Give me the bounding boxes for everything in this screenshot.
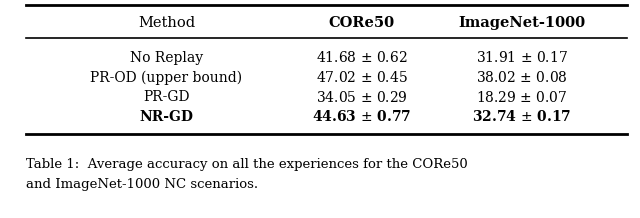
Text: PR-OD (upper bound): PR-OD (upper bound): [90, 70, 243, 85]
Text: NR-GD: NR-GD: [140, 110, 193, 124]
Text: 44.63 $\pm$ 0.77: 44.63 $\pm$ 0.77: [312, 109, 411, 124]
Text: CORe50: CORe50: [328, 16, 395, 30]
Text: 41.68 $\pm$ 0.62: 41.68 $\pm$ 0.62: [316, 50, 408, 65]
Text: 34.05 $\pm$ 0.29: 34.05 $\pm$ 0.29: [316, 90, 407, 104]
Text: 38.02 $\pm$ 0.08: 38.02 $\pm$ 0.08: [476, 70, 568, 85]
Text: 18.29 $\pm$ 0.07: 18.29 $\pm$ 0.07: [476, 90, 567, 104]
Text: 31.91 $\pm$ 0.17: 31.91 $\pm$ 0.17: [476, 50, 568, 65]
Text: ImageNet-1000: ImageNet-1000: [458, 16, 585, 30]
Text: and ImageNet-1000 NC scenarios.: and ImageNet-1000 NC scenarios.: [26, 178, 258, 191]
Text: 32.74 $\pm$ 0.17: 32.74 $\pm$ 0.17: [472, 109, 572, 124]
Text: 47.02 $\pm$ 0.45: 47.02 $\pm$ 0.45: [316, 70, 408, 85]
Text: Table 1:  Average accuracy on all the experiences for the CORe50: Table 1: Average accuracy on all the exp…: [26, 158, 467, 171]
Text: Method: Method: [138, 16, 195, 30]
Text: PR-GD: PR-GD: [143, 90, 189, 104]
Text: No Replay: No Replay: [130, 51, 203, 65]
